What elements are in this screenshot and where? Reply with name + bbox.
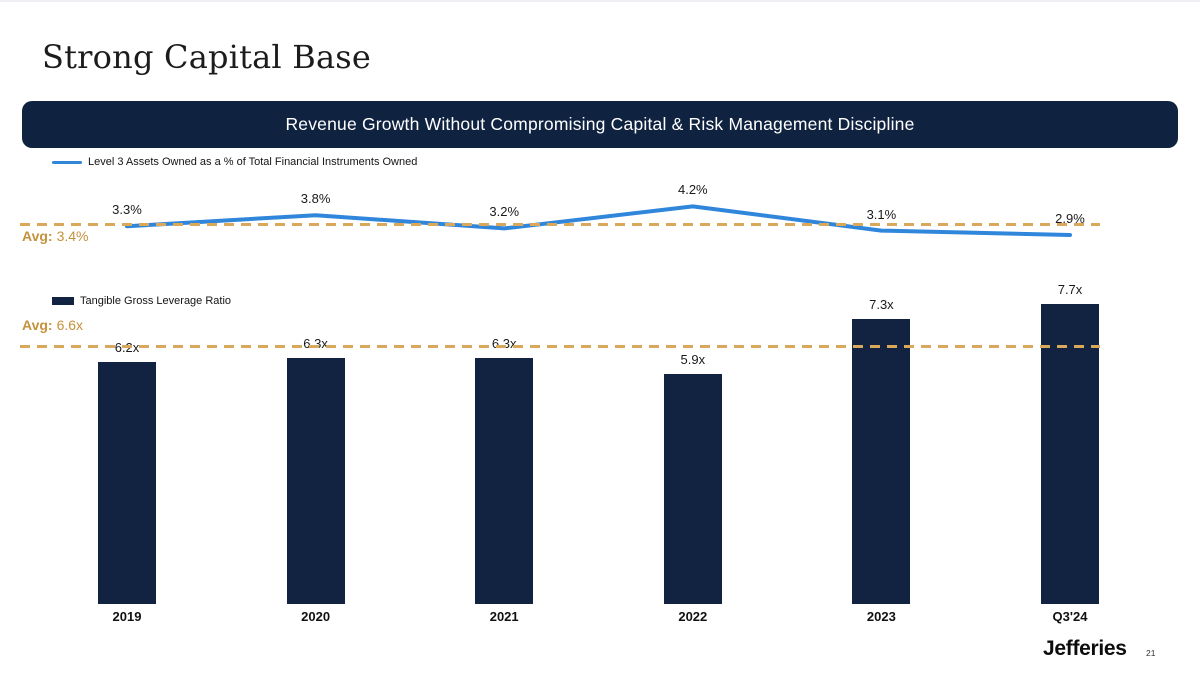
line-point-label: 3.1% (866, 206, 897, 222)
line-average-prefix: Avg: (22, 228, 53, 244)
bar (663, 373, 722, 604)
line-average-label: Avg: 3.4% (22, 228, 89, 244)
line-series-swatch-icon (52, 160, 82, 164)
x-axis-label: 2019 (112, 609, 142, 624)
x-axis-label: 2022 (678, 609, 708, 624)
bar-average-prefix: Avg: (22, 317, 53, 333)
page-number: 21 (1146, 648, 1156, 658)
bar-legend-label: Tangible Gross Leverage Ratio (80, 295, 232, 307)
line-legend-label: Level 3 Assets Owned as a % of Total Fin… (88, 156, 418, 168)
bar-average-value: 6.6x (56, 317, 84, 333)
bar-value-label: 6.2x (114, 340, 140, 356)
bar-value-label: 7.3x (869, 297, 894, 313)
banner-text: Revenue Growth Without Compromising Capi… (285, 114, 915, 134)
bar-value-label: 6.3x (491, 336, 517, 352)
line-point-label: 2.9% (1055, 211, 1085, 226)
x-axis-label: Q3'24 (1052, 609, 1088, 624)
bar-average-dash-line (20, 345, 1100, 349)
line-point-label: 3.2% (489, 204, 520, 220)
line-chart-legend: Level 3 Assets Owned as a % of Total Fin… (52, 156, 417, 168)
page-title: Strong Capital Base (42, 38, 371, 76)
bar (1041, 303, 1099, 604)
bar (475, 358, 534, 604)
x-axis-label: 2021 (489, 609, 519, 624)
line-point-label: 4.2% (677, 182, 708, 198)
bar (852, 319, 911, 604)
banner: Revenue Growth Without Compromising Capi… (22, 101, 1178, 148)
line-average-dash-line (20, 222, 1100, 226)
bar-value-label: 6.3x (303, 336, 328, 352)
line-point-label: 3.8% (300, 191, 331, 207)
line-series-path (125, 204, 1072, 237)
line-point-label: 3.3% (112, 202, 142, 218)
bar-value-label: 7.7x (1057, 281, 1083, 297)
bar (286, 358, 345, 604)
jefferies-logo: Jefferies (1043, 637, 1127, 660)
line-average-value: 3.4% (56, 228, 89, 244)
x-axis-label: 2023 (866, 609, 896, 624)
bar-value-label: 5.9x (680, 351, 706, 367)
bar-series-swatch-icon (52, 297, 74, 305)
bar-chart-legend: Tangible Gross Leverage Ratio (52, 295, 231, 307)
bar (98, 362, 156, 604)
x-axis-label: 2020 (301, 609, 331, 624)
bar-average-label: Avg: 6.6x (22, 317, 83, 333)
